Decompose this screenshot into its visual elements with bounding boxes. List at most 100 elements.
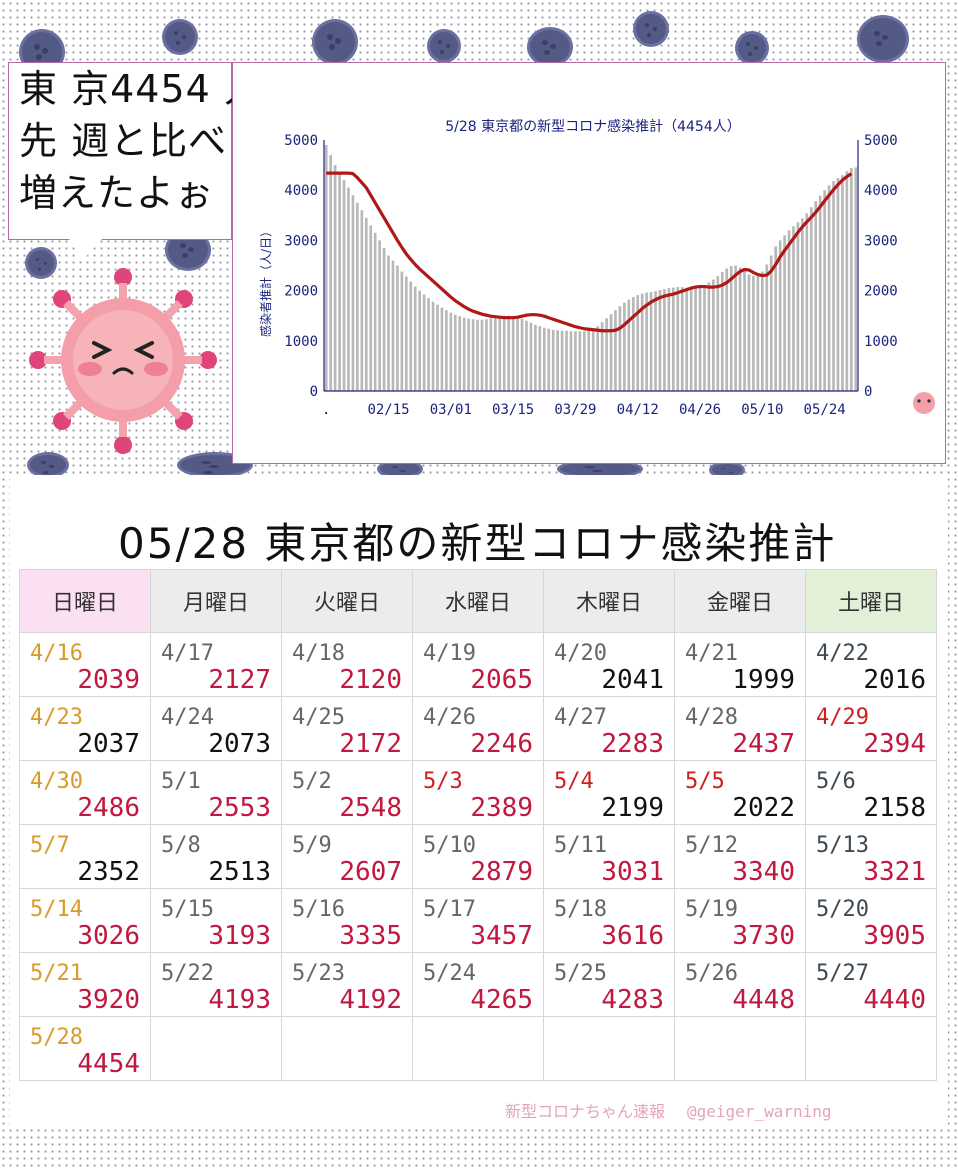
calendar-day-cell: 4/26 2246 (412, 696, 544, 761)
calendar-day-cell: 5/21 3920 (19, 952, 151, 1017)
chart-bar (445, 310, 448, 391)
chart-bar (324, 145, 328, 391)
day-count: 1999 (732, 665, 795, 695)
chart-bar (707, 282, 711, 391)
chart-bars (324, 145, 858, 391)
x-tick-label: 02/15 (367, 402, 409, 418)
chart-bar (436, 304, 439, 391)
chart-bar (618, 306, 622, 391)
day-date: 5/9 (292, 833, 332, 858)
chart-bar (329, 155, 333, 391)
calendar-week-row: 4/23 2037 4/24 2073 4/25 2172 4/26 2246 4/27 2283… (19, 696, 937, 761)
day-date: 5/28 (30, 1025, 83, 1050)
header-monday: 月曜日 (150, 569, 282, 633)
chart: 5/28 東京都の新型コロナ感染推計（4454人） 感染者推計（人/日） 0 0 1… (258, 118, 898, 418)
calendar-week-row: 5/7 2352 5/8 2513 5/9 2607 5/10 2879 5/11 3031 5/1… (19, 824, 937, 889)
calendar-day-cell: 5/24 4265 (412, 952, 544, 1017)
calendar-day-cell: 5/28 4454 (19, 1016, 151, 1081)
calendar-day-cell: 5/18 3616 (543, 888, 675, 953)
header-wednesday: 水曜日 (412, 569, 544, 633)
day-date: 4/17 (161, 641, 214, 666)
chart-bar (600, 322, 604, 391)
chart-bar (511, 316, 515, 391)
day-date: 4/18 (292, 641, 345, 666)
chart-bar (734, 265, 737, 391)
chart-panel: 5/28 東京都の新型コロナ感染推計（4454人） 感染者推計（人/日） 0 0 1… (232, 62, 946, 464)
day-date: 4/29 (816, 705, 869, 730)
calendar-day-cell: 5/4 2199 (543, 760, 675, 825)
chart-bar (645, 292, 648, 391)
chart-bar (614, 310, 617, 391)
day-count: 3920 (77, 985, 140, 1015)
chart-bar (542, 327, 546, 391)
chart-bar (605, 318, 608, 391)
day-count: 4448 (732, 985, 795, 1015)
chart-bar (747, 274, 751, 391)
calendar-day-cell: 5/14 3026 (19, 888, 151, 953)
chart-bar (667, 288, 671, 391)
chart-bar (796, 222, 800, 391)
chart-bar (534, 324, 537, 391)
chart-y-axis-label: 感染者推計（人/日） (258, 225, 273, 337)
day-count: 2065 (470, 665, 533, 695)
calendar-day-cell: 5/19 3730 (674, 888, 806, 953)
calendar-day-cell: 4/17 2127 (150, 632, 282, 697)
chart-bar (814, 201, 818, 391)
chart-bar (760, 271, 764, 391)
day-date: 4/26 (423, 705, 476, 730)
chart-bar (836, 178, 840, 391)
chart-bar (493, 317, 497, 391)
day-date: 5/26 (685, 961, 738, 986)
x-tick-label: 04/12 (617, 402, 659, 418)
chart-bar (792, 226, 795, 391)
chart-bar (636, 295, 640, 391)
chart-bar (783, 235, 786, 391)
chart-bar (849, 168, 853, 391)
chart-bar (569, 331, 573, 391)
calendar-day-cell: 4/25 2172 (281, 696, 413, 761)
header-saturday: 土曜日 (805, 569, 937, 633)
calendar-day-cell: 4/28 2437 (674, 696, 806, 761)
calendar-day-cell: 5/2 2548 (281, 760, 413, 825)
chart-bar (725, 268, 729, 391)
chart-bar (373, 232, 377, 391)
x-tick-label: . (322, 402, 330, 418)
day-count: 2246 (470, 729, 533, 759)
header-friday: 金曜日 (674, 569, 806, 633)
calendar-day-cell: 4/22 2016 (805, 632, 937, 697)
chart-bar (685, 287, 689, 391)
calendar-day-cell: 5/15 3193 (150, 888, 282, 953)
chart-bar (823, 190, 826, 391)
calendar-day-cell: 4/23 2037 (19, 696, 151, 761)
day-date: 5/12 (685, 833, 738, 858)
calendar-day-cell: 4/18 2120 (281, 632, 413, 697)
calendar-day-cell: 4/19 2065 (412, 632, 544, 697)
calendar-day-cell: 5/27 4440 (805, 952, 937, 1017)
credit-handle: @geiger_warning (687, 1102, 832, 1121)
day-date: 5/21 (30, 961, 83, 986)
chart-bar (467, 318, 470, 391)
day-count: 3026 (77, 921, 140, 951)
calendar-day-cell: 4/21 1999 (674, 632, 806, 697)
chart-bar (587, 330, 591, 391)
day-count: 4192 (339, 985, 402, 1015)
header-thursday: 木曜日 (543, 569, 675, 633)
speech-line-1: 東 京4454 人 (19, 67, 263, 111)
speech-line-2: 先 週と比べ (19, 119, 228, 163)
x-tick-label: 03/29 (554, 402, 596, 418)
y-tick-label-right: 4000 (864, 183, 898, 199)
day-date: 5/14 (30, 897, 83, 922)
day-date: 5/3 (423, 769, 463, 794)
chart-bar (507, 315, 511, 391)
chart-bar (845, 171, 849, 391)
virus-decoration-icon (165, 22, 195, 52)
day-date: 5/11 (554, 833, 607, 858)
calendar-header-row: 日曜日 月曜日 火曜日 水曜日 木曜日 金曜日 土曜日 (19, 569, 937, 633)
calendar-day-cell: 5/5 2022 (674, 760, 806, 825)
day-count: 3730 (732, 921, 795, 951)
day-date: 5/17 (423, 897, 476, 922)
chart-bar (841, 175, 844, 391)
day-date: 5/4 (554, 769, 594, 794)
day-date: 5/16 (292, 897, 345, 922)
chart-bar (631, 297, 635, 391)
